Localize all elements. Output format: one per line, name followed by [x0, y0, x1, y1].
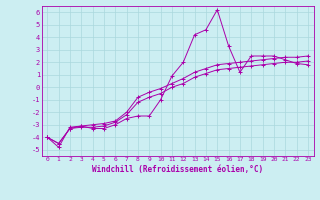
X-axis label: Windchill (Refroidissement éolien,°C): Windchill (Refroidissement éolien,°C) — [92, 165, 263, 174]
